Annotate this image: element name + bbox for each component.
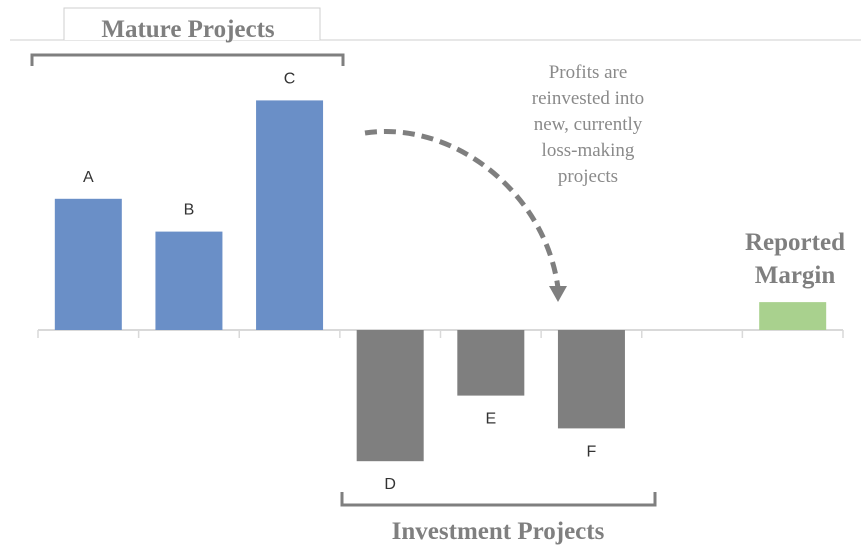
category-label: A: [83, 169, 94, 186]
category-label: Reported Margin: [745, 229, 845, 289]
annotation: projects: [558, 166, 618, 187]
bar: [256, 100, 324, 331]
group-label: Investment Projects: [392, 518, 605, 545]
annotation: Profits are: [549, 62, 628, 83]
bar: [759, 302, 827, 330]
bar: [356, 330, 424, 462]
category-label: D: [384, 476, 396, 493]
bar: [457, 330, 525, 396]
investment-bracket: [340, 492, 657, 507]
annotation: new, currently: [534, 114, 643, 135]
annotation: reinvested into: [532, 88, 644, 109]
category-label: C: [284, 70, 296, 87]
arrow: [364, 129, 561, 289]
bar: [54, 198, 122, 330]
category-label: B: [184, 202, 195, 219]
title-tab: [63, 7, 321, 40]
category-label: F: [587, 443, 597, 460]
arrow-head: [549, 286, 567, 302]
chart-title: Mature Projects: [101, 16, 275, 43]
annotation: loss-making: [542, 140, 635, 161]
bar: [557, 330, 625, 429]
bar: [155, 231, 223, 330]
mature-bracket: [30, 53, 345, 66]
category-label: E: [485, 411, 496, 428]
